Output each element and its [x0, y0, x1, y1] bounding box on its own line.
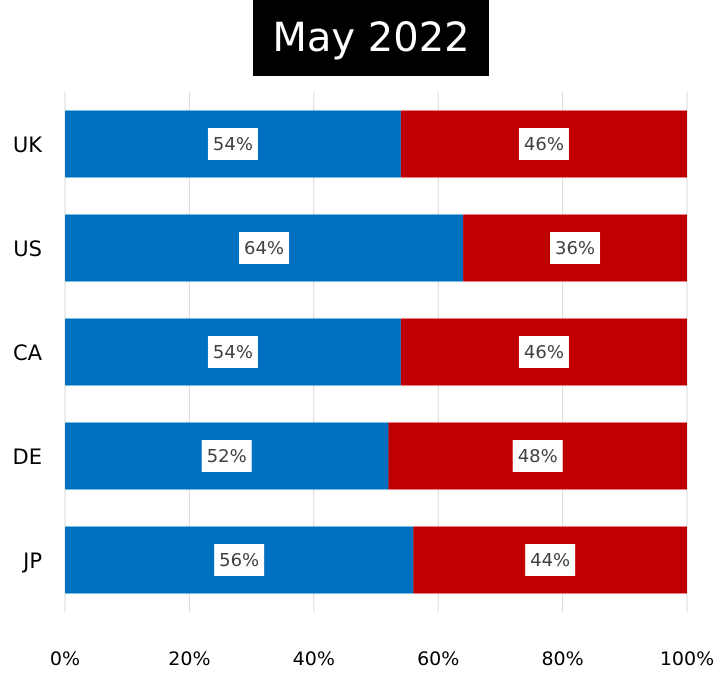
category-label: UK — [13, 133, 43, 157]
x-tick-label: 60% — [417, 648, 459, 670]
data-label: 46% — [524, 342, 564, 363]
chart-title-box: May 2022 — [253, 0, 489, 76]
category-labels: UK US CA DE JP — [13, 133, 44, 573]
data-label: 46% — [524, 134, 564, 155]
data-label: 64% — [244, 238, 284, 259]
data-label-box — [214, 544, 265, 576]
data-label-box — [201, 440, 252, 472]
data-labels: 54% 46% 64% 36% 54% 46% 52% 48% 56% 44% — [201, 128, 601, 576]
data-label-box — [512, 440, 563, 472]
category-label: JP — [21, 549, 42, 573]
x-tick-label: 40% — [293, 648, 335, 670]
data-label-box — [518, 128, 569, 160]
x-tick-label: 20% — [168, 648, 210, 670]
chart-title: May 2022 — [272, 15, 470, 61]
data-label-box — [239, 232, 290, 264]
data-label-box — [518, 336, 569, 368]
data-label-box — [207, 128, 258, 160]
data-label-box — [550, 232, 601, 264]
x-tick-labels: 0% 20% 40% 60% 80% 100% — [50, 648, 714, 670]
category-label: US — [13, 237, 42, 261]
category-label: CA — [13, 341, 43, 365]
data-label-box — [207, 336, 258, 368]
data-label-box — [525, 544, 576, 576]
data-label: 36% — [555, 238, 595, 259]
x-tick-label: 100% — [660, 648, 714, 670]
data-label: 44% — [530, 550, 570, 571]
x-tick-label: 80% — [541, 648, 583, 670]
category-label: DE — [13, 445, 42, 469]
data-label: 54% — [213, 134, 253, 155]
bar-segments — [65, 110, 687, 594]
data-label: 54% — [213, 342, 253, 363]
data-label: 48% — [518, 446, 558, 467]
x-tick-label: 0% — [50, 648, 80, 670]
data-label: 56% — [219, 550, 259, 571]
data-label: 52% — [207, 446, 247, 467]
